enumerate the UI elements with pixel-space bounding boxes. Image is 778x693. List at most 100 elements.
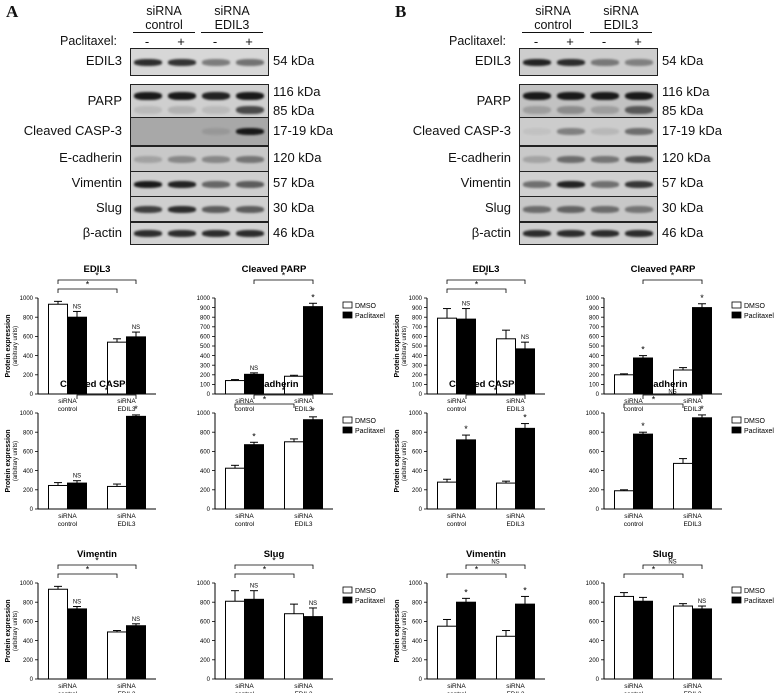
- y-tick-label: 400: [23, 469, 34, 475]
- significance-bracket: [234, 564, 314, 569]
- bracket-label: *: [86, 565, 90, 575]
- legend-swatch: [731, 311, 742, 319]
- bracket-label: *: [652, 565, 656, 575]
- bracket-label: *: [282, 271, 286, 281]
- bar-dmso-1: [496, 482, 516, 510]
- y-tick-label: 1000: [586, 581, 600, 587]
- legend-label: Paclitaxel: [355, 313, 385, 320]
- significance-mark: NS: [250, 584, 258, 590]
- y-tick-label: 900: [412, 306, 423, 312]
- y-tick-label: 1000: [20, 581, 34, 587]
- treatment-mark-3: +: [245, 34, 253, 49]
- bar-paclitaxel-1: [515, 348, 535, 395]
- y-tick-label: 200: [200, 488, 211, 494]
- x-category-label: siRNA: [683, 513, 702, 520]
- bracket-label: *: [105, 386, 109, 396]
- x-category-label: control: [58, 521, 78, 528]
- y-axis-label: Protein expression: [394, 599, 401, 662]
- x-category-label: siRNA: [58, 398, 77, 405]
- x-category-label: control: [624, 521, 644, 528]
- band-lane-1: [168, 205, 196, 213]
- y-tick-label: 800: [412, 600, 423, 606]
- band-lane-0: [134, 230, 162, 237]
- bar-paclitaxel-1: [515, 427, 535, 510]
- x-category-label: siRNA: [235, 513, 254, 520]
- y-axis-label: (arbitrary units): [13, 441, 19, 481]
- y-tick-label: 700: [412, 325, 423, 331]
- blot-label-6: β-actin: [82, 224, 122, 240]
- band-lane-1: [557, 128, 585, 135]
- band-lane-3: [625, 105, 653, 114]
- treatment-mark-1: +: [566, 34, 574, 49]
- y-axis-label: (arbitrary units): [13, 611, 19, 651]
- y-tick-label: 400: [589, 639, 600, 645]
- y-tick-label: 0: [596, 392, 600, 398]
- bracket-label: NS: [491, 560, 499, 566]
- x-category-label: EDIL3: [506, 406, 524, 413]
- y-tick-label: 800: [589, 315, 600, 321]
- blot-size-4-0: 57 kDa: [273, 175, 315, 190]
- legend-label: DMSO: [744, 418, 766, 425]
- paclitaxel-label: Paclitaxel:: [60, 34, 117, 48]
- bar-paclitaxel-0: [456, 601, 476, 680]
- bar-paclitaxel-1: [692, 417, 712, 510]
- significance-mark: NS: [250, 366, 258, 372]
- blot-label-1: PARP: [87, 92, 122, 108]
- band-lane-0: [134, 205, 162, 213]
- band-lane-2: [591, 128, 619, 135]
- blot-strip-3: [130, 146, 269, 172]
- legend-swatch: [342, 586, 353, 594]
- y-tick-label: 600: [200, 335, 211, 341]
- bracket-label: *: [263, 565, 267, 575]
- y-tick-label: 500: [412, 344, 423, 350]
- y-tick-label: 1000: [409, 296, 423, 302]
- y-tick-label: 400: [412, 354, 423, 360]
- band-lane-3: [236, 205, 264, 213]
- significance-bracket: [57, 573, 118, 578]
- x-category-label: siRNA: [683, 683, 702, 690]
- y-tick-label: 400: [200, 639, 211, 645]
- blot-label-0: EDIL3: [85, 53, 122, 68]
- significance-bracket: [76, 394, 137, 399]
- y-axis-label: (arbitrary units): [402, 441, 408, 481]
- y-tick-label: 0: [419, 677, 423, 683]
- band-lane-3: [625, 155, 653, 163]
- blot-size-3-0: 120 kDa: [662, 150, 711, 165]
- y-tick-label: 400: [23, 639, 34, 645]
- y-axis-label: (arbitrary units): [13, 326, 19, 366]
- x-category-label: siRNA: [294, 398, 313, 405]
- x-category-label: siRNA: [506, 683, 525, 690]
- bracket-label: *: [475, 565, 479, 575]
- y-tick-label: 200: [200, 373, 211, 379]
- bar-paclitaxel-1: [692, 608, 712, 680]
- y-tick-label: 700: [589, 325, 600, 331]
- x-category-label: siRNA: [294, 683, 313, 690]
- band-lane-0: [523, 105, 551, 114]
- bracket-label: *: [272, 556, 276, 566]
- y-axis-label: Protein expression: [394, 314, 401, 377]
- y-tick-label: 200: [23, 373, 34, 379]
- band-lane-1: [168, 180, 196, 188]
- legend-label: Paclitaxel: [744, 313, 774, 320]
- legend-label: Paclitaxel: [355, 428, 385, 435]
- y-tick-label: 200: [589, 373, 600, 379]
- x-category-label: control: [447, 406, 467, 413]
- bar-paclitaxel-0: [67, 316, 87, 395]
- chart-title: Slug: [653, 549, 674, 560]
- band-lane-3: [625, 230, 653, 237]
- significance-mark: NS: [462, 302, 470, 308]
- bar-dmso-0: [614, 490, 634, 510]
- band-lane-2: [202, 180, 230, 188]
- significance-bracket: [57, 564, 137, 569]
- y-tick-label: 1000: [20, 411, 34, 417]
- band-lane-2: [202, 155, 230, 163]
- legend-swatch: [731, 426, 742, 434]
- blot-size-2-0: 17-19 kDa: [273, 122, 333, 138]
- y-tick-label: 600: [23, 450, 34, 456]
- bar-dmso-0: [48, 588, 68, 680]
- band-lane-0: [134, 91, 162, 100]
- panel-letter: A: [6, 2, 19, 21]
- band-lane-2: [202, 128, 230, 135]
- y-tick-label: 800: [589, 430, 600, 436]
- significance-mark: NS: [73, 474, 81, 480]
